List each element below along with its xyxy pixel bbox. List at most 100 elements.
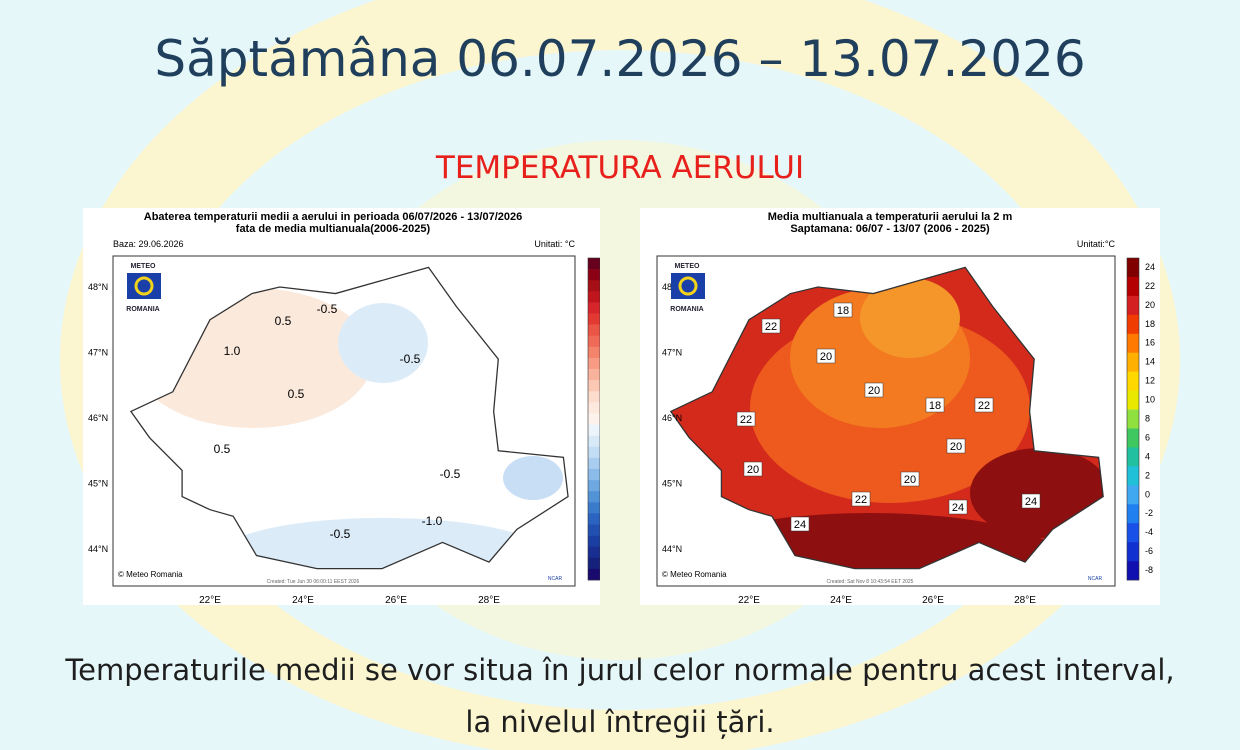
colorbar-label: 22 (1145, 281, 1155, 291)
colorbar-swatch (588, 502, 600, 514)
colorbar-swatch (1127, 409, 1139, 429)
country-border (129, 266, 569, 570)
colorbar-frame (587, 257, 600, 581)
colorbar-swatch (588, 513, 600, 525)
map-base-date: Baza: 29.06.2026 (113, 239, 184, 249)
logo-text: ROMANIA (126, 306, 159, 313)
colorbar-swatch (588, 280, 600, 292)
contour-label: 20 (747, 464, 759, 476)
contour-label: -1.0 (422, 514, 443, 528)
colorbar-label: 6 (1145, 432, 1150, 442)
colorbar-swatch (588, 402, 600, 414)
colorbar-label: -8 (1145, 565, 1153, 575)
contour-label-box (925, 397, 945, 413)
colorbar-swatch (588, 324, 600, 337)
colorbar-swatch (588, 380, 600, 392)
contour-label: 0.5 (288, 387, 305, 401)
contour-label: 18 (837, 305, 849, 317)
colorbar-swatch (588, 413, 600, 425)
contour-label: 24 (794, 519, 806, 531)
colorbar-label: -6 (1145, 546, 1153, 556)
colorbar-swatch (588, 491, 600, 503)
slide-footer: Temperaturile medii se vor situa în juru… (65, 653, 1175, 739)
map-credit: © Meteo Romania (118, 570, 183, 579)
contour-label: 24 (952, 502, 964, 514)
colorbar-swatch (588, 546, 600, 559)
lon-label: 28°E (478, 595, 500, 605)
contour-label: 22 (855, 494, 867, 506)
map-title: Media multianuala a temperaturii aerului… (768, 211, 1013, 223)
colorbar-label: 0 (1145, 489, 1150, 499)
contour-label: 22 (765, 321, 777, 333)
contour-label-box (948, 499, 968, 515)
colorbar-swatch (1127, 258, 1139, 278)
country-border (669, 266, 1104, 570)
contour-label: 1.0 (224, 344, 241, 358)
contour-label: 20 (904, 474, 916, 486)
colorbar-swatch (588, 357, 600, 370)
contour-label-box (743, 461, 763, 477)
colorbar-swatch (588, 291, 600, 303)
contour-label: -0.5 (400, 352, 421, 366)
colorbar-swatch (1127, 390, 1139, 410)
map-title: Abaterea temperaturii medii a aerului in… (144, 211, 522, 223)
colorbar-swatch (588, 269, 600, 281)
colorbar-swatch (1127, 561, 1139, 581)
colorbar-swatch (588, 535, 600, 547)
colorbar-swatch (1127, 504, 1139, 524)
colorbar-label: 24 (1145, 262, 1155, 272)
colorbar-swatch (1127, 333, 1139, 354)
logo-text: METEO (675, 263, 700, 270)
colorbar-swatch (1127, 542, 1139, 562)
contour-label: 22 (978, 400, 990, 412)
colorbar-swatch (1127, 428, 1139, 448)
lat-label: 44°N (662, 544, 682, 554)
contour-label: 0.5 (275, 314, 292, 328)
colorbar-swatch (588, 335, 600, 348)
lon-label: 28°E (1014, 595, 1036, 605)
contour-label-box (900, 471, 920, 487)
contour-label: 20 (950, 441, 962, 453)
colorbar-swatch (1127, 276, 1139, 297)
contour-label-box (946, 438, 966, 454)
colorbar-label: 20 (1145, 300, 1155, 310)
ncar-logo: NCAR (1088, 576, 1103, 582)
colorbar-label: -2 (1145, 508, 1153, 518)
colorbar-swatch (588, 313, 600, 325)
colorbar-label: 12 (1145, 376, 1155, 386)
map-panel: Media multianuala a temperaturii aerului… (640, 208, 1160, 605)
colorbar-swatch (588, 468, 600, 481)
colorbar-swatch (588, 557, 600, 570)
colorbar-swatch (1127, 523, 1139, 543)
colorbar-label: 8 (1145, 414, 1150, 424)
colorbar-label: 4 (1145, 451, 1150, 461)
colorbar-label: -4 (1145, 527, 1153, 537)
contour-label-box (736, 411, 756, 427)
colorbar-swatch (588, 435, 600, 448)
colorbar-swatch (588, 258, 600, 270)
colorbar-label: 18 (1145, 319, 1155, 329)
colorbar-swatch (1127, 314, 1139, 335)
lat-label: 45°N (88, 479, 108, 489)
contour-label-box (790, 516, 810, 532)
map-title: Saptamana: 06/07 - 13/07 (2006 - 2025) (790, 223, 990, 235)
map-units: Unitati: °C (534, 239, 575, 249)
map-credit: © Meteo Romania (662, 570, 727, 579)
lat-label: 47°N (662, 348, 682, 358)
colorbar-swatch (1127, 466, 1139, 486)
logo-text: METEO (131, 263, 156, 270)
slide-title: Săptămâna 06.07.2026 – 13.07.2026 (154, 30, 1086, 88)
colorbar-swatch (1127, 371, 1139, 391)
map-created: Created: Sat Nov 8 10:43:54 EET 2025 (827, 579, 914, 585)
logo-text: ROMANIA (670, 306, 703, 313)
contour-label: 20 (820, 351, 832, 363)
contour-label: -0.5 (330, 527, 351, 541)
colorbar-swatch (588, 457, 600, 470)
map-created: Created: Tue Jun 30 06:00:11 EEST 2026 (267, 579, 360, 585)
logo-sun (678, 276, 698, 296)
colorbar-swatch (588, 424, 600, 436)
lon-label: 22°E (199, 595, 221, 605)
cool-anomaly (503, 456, 563, 500)
